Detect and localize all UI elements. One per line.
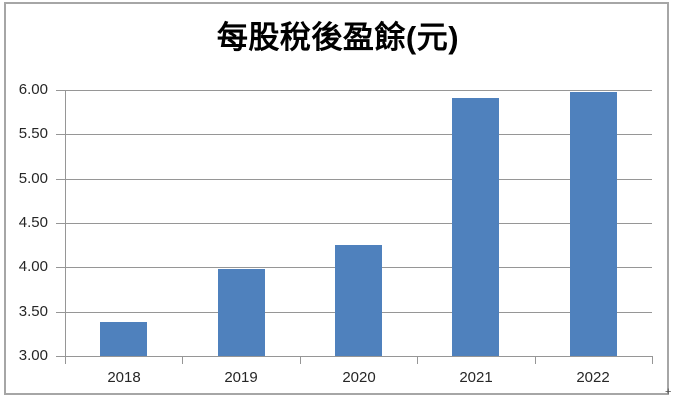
y-axis-label: 3.50 (18, 303, 48, 320)
y-axis-label: 4.50 (18, 214, 48, 231)
gridline (65, 179, 652, 180)
gridline (65, 134, 652, 135)
bar-2022 (570, 92, 617, 356)
y-axis-tick (56, 223, 65, 224)
x-axis-tick (65, 356, 66, 364)
y-axis-tick (56, 179, 65, 180)
x-axis-tick (652, 356, 653, 364)
x-axis-tick (300, 356, 301, 364)
bar-2018 (100, 322, 147, 356)
y-axis-line (65, 90, 66, 356)
y-axis-label: 6.00 (18, 81, 48, 98)
gridline (65, 90, 652, 91)
y-axis-label: 4.00 (18, 258, 48, 275)
y-axis-label: 3.00 (18, 347, 48, 364)
gridline (65, 356, 652, 357)
y-axis-label: 5.00 (18, 170, 48, 187)
x-axis-tick (417, 356, 418, 364)
x-axis-tick (535, 356, 536, 364)
chart-title: 每股稅後盈餘(元) (216, 20, 460, 55)
x-axis-label: 2022 (576, 369, 610, 386)
y-axis-tick (56, 134, 65, 135)
bar-2020 (335, 245, 382, 356)
y-axis-tick (56, 356, 65, 357)
y-axis-label: 5.50 (18, 125, 48, 142)
x-axis-tick (182, 356, 183, 364)
bar-2019 (218, 269, 265, 356)
x-axis-label: 2020 (342, 369, 376, 386)
x-axis-label: 2019 (224, 369, 258, 386)
x-axis-label: 2021 (459, 369, 493, 386)
x-axis-label: 2018 (107, 369, 141, 386)
gridline (65, 223, 652, 224)
y-axis-tick (56, 267, 65, 268)
y-axis-tick (56, 90, 65, 91)
corner-resize-artifact: + (665, 386, 672, 398)
bar-2021 (452, 98, 499, 356)
y-axis-tick (56, 312, 65, 313)
